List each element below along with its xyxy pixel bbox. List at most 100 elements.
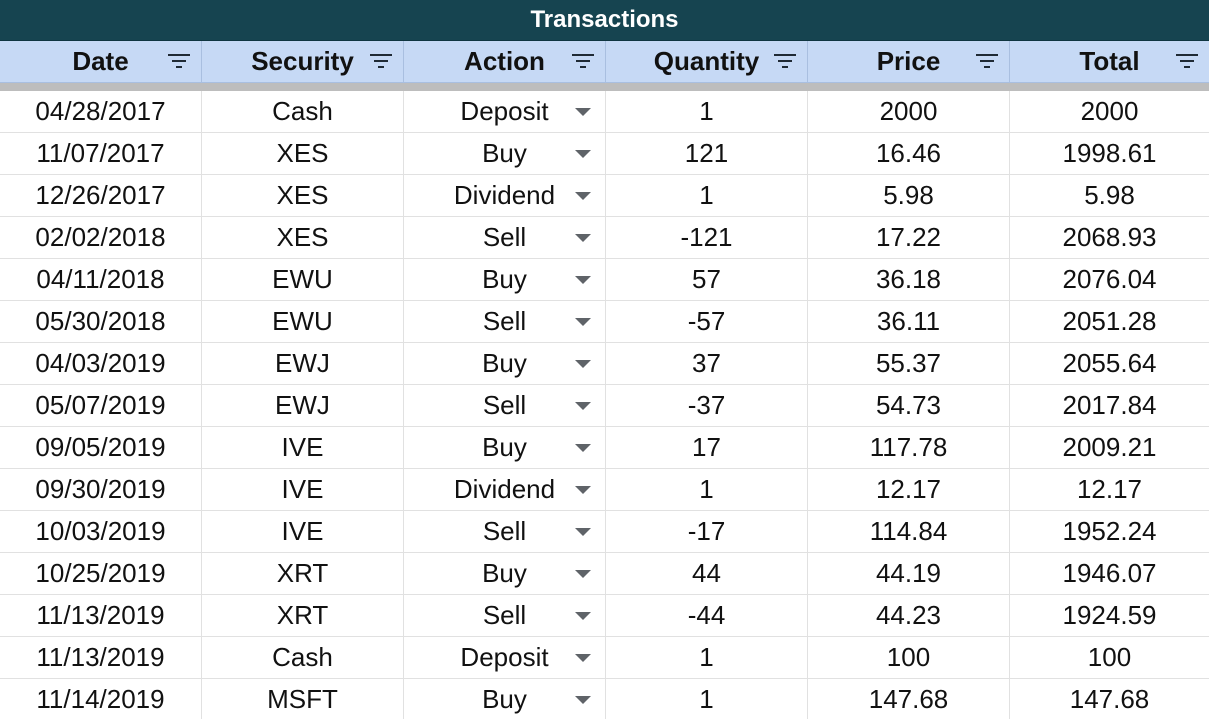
cell-action[interactable]: Deposit	[404, 91, 606, 132]
cell-price[interactable]: 147.68	[808, 679, 1010, 719]
cell-total[interactable]: 1998.61	[1010, 133, 1209, 174]
cell-security[interactable]: EWJ	[202, 343, 404, 384]
cell-action[interactable]: Buy	[404, 553, 606, 594]
cell-total[interactable]: 12.17	[1010, 469, 1209, 510]
cell-quantity[interactable]: 1	[606, 637, 808, 678]
cell-total[interactable]: 5.98	[1010, 175, 1209, 216]
filter-icon[interactable]	[1175, 54, 1199, 70]
cell-total[interactable]: 1924.59	[1010, 595, 1209, 636]
cell-action[interactable]: Sell	[404, 595, 606, 636]
cell-security[interactable]: XES	[202, 175, 404, 216]
cell-action[interactable]: Sell	[404, 385, 606, 426]
cell-security[interactable]: XRT	[202, 553, 404, 594]
cell-quantity[interactable]: 1	[606, 175, 808, 216]
cell-total[interactable]: 147.68	[1010, 679, 1209, 719]
cell-date[interactable]: 04/11/2018	[0, 259, 202, 300]
cell-price[interactable]: 54.73	[808, 385, 1010, 426]
dropdown-arrow-icon[interactable]	[575, 360, 591, 368]
cell-total[interactable]: 2076.04	[1010, 259, 1209, 300]
cell-security[interactable]: XES	[202, 217, 404, 258]
dropdown-arrow-icon[interactable]	[575, 402, 591, 410]
dropdown-arrow-icon[interactable]	[575, 150, 591, 158]
cell-price[interactable]: 36.18	[808, 259, 1010, 300]
cell-date[interactable]: 05/07/2019	[0, 385, 202, 426]
cell-action[interactable]: Buy	[404, 259, 606, 300]
filter-icon[interactable]	[571, 54, 595, 70]
cell-price[interactable]: 2000	[808, 91, 1010, 132]
cell-date[interactable]: 12/26/2017	[0, 175, 202, 216]
cell-date[interactable]: 11/13/2019	[0, 637, 202, 678]
column-header-date[interactable]: Date	[0, 41, 202, 82]
cell-date[interactable]: 10/25/2019	[0, 553, 202, 594]
cell-security[interactable]: IVE	[202, 427, 404, 468]
cell-action[interactable]: Sell	[404, 511, 606, 552]
cell-action[interactable]: Buy	[404, 133, 606, 174]
frozen-row-divider[interactable]	[0, 83, 1209, 91]
cell-total[interactable]: 100	[1010, 637, 1209, 678]
cell-quantity[interactable]: 121	[606, 133, 808, 174]
cell-quantity[interactable]: -44	[606, 595, 808, 636]
cell-total[interactable]: 2055.64	[1010, 343, 1209, 384]
cell-quantity[interactable]: -57	[606, 301, 808, 342]
cell-price[interactable]: 44.19	[808, 553, 1010, 594]
column-header-total[interactable]: Total	[1010, 41, 1209, 82]
cell-quantity[interactable]: -37	[606, 385, 808, 426]
cell-action[interactable]: Deposit	[404, 637, 606, 678]
cell-security[interactable]: Cash	[202, 637, 404, 678]
cell-price[interactable]: 114.84	[808, 511, 1010, 552]
dropdown-arrow-icon[interactable]	[575, 192, 591, 200]
cell-security[interactable]: Cash	[202, 91, 404, 132]
cell-action[interactable]: Dividend	[404, 175, 606, 216]
cell-price[interactable]: 100	[808, 637, 1010, 678]
dropdown-arrow-icon[interactable]	[575, 696, 591, 704]
cell-date[interactable]: 05/30/2018	[0, 301, 202, 342]
cell-total[interactable]: 2009.21	[1010, 427, 1209, 468]
dropdown-arrow-icon[interactable]	[575, 612, 591, 620]
cell-quantity[interactable]: 1	[606, 469, 808, 510]
cell-security[interactable]: EWJ	[202, 385, 404, 426]
column-header-quantity[interactable]: Quantity	[606, 41, 808, 82]
cell-security[interactable]: IVE	[202, 511, 404, 552]
cell-date[interactable]: 04/03/2019	[0, 343, 202, 384]
cell-date[interactable]: 10/03/2019	[0, 511, 202, 552]
cell-quantity[interactable]: -121	[606, 217, 808, 258]
cell-quantity[interactable]: 1	[606, 91, 808, 132]
cell-security[interactable]: MSFT	[202, 679, 404, 719]
cell-total[interactable]: 1946.07	[1010, 553, 1209, 594]
cell-action[interactable]: Sell	[404, 301, 606, 342]
column-header-security[interactable]: Security	[202, 41, 404, 82]
cell-security[interactable]: XRT	[202, 595, 404, 636]
cell-quantity[interactable]: 17	[606, 427, 808, 468]
cell-quantity[interactable]: 1	[606, 679, 808, 719]
cell-security[interactable]: IVE	[202, 469, 404, 510]
dropdown-arrow-icon[interactable]	[575, 276, 591, 284]
cell-total[interactable]: 2068.93	[1010, 217, 1209, 258]
filter-icon[interactable]	[773, 54, 797, 70]
sheet-title[interactable]: Transactions	[0, 0, 1209, 41]
cell-price[interactable]: 17.22	[808, 217, 1010, 258]
cell-price[interactable]: 117.78	[808, 427, 1010, 468]
cell-total[interactable]: 1952.24	[1010, 511, 1209, 552]
cell-date[interactable]: 09/05/2019	[0, 427, 202, 468]
dropdown-arrow-icon[interactable]	[575, 528, 591, 536]
dropdown-arrow-icon[interactable]	[575, 318, 591, 326]
dropdown-arrow-icon[interactable]	[575, 444, 591, 452]
cell-quantity[interactable]: 57	[606, 259, 808, 300]
dropdown-arrow-icon[interactable]	[575, 108, 591, 116]
cell-price[interactable]: 5.98	[808, 175, 1010, 216]
filter-icon[interactable]	[167, 54, 191, 70]
dropdown-arrow-icon[interactable]	[575, 570, 591, 578]
cell-security[interactable]: EWU	[202, 301, 404, 342]
cell-action[interactable]: Dividend	[404, 469, 606, 510]
cell-security[interactable]: EWU	[202, 259, 404, 300]
cell-date[interactable]: 11/13/2019	[0, 595, 202, 636]
dropdown-arrow-icon[interactable]	[575, 234, 591, 242]
cell-price[interactable]: 55.37	[808, 343, 1010, 384]
cell-action[interactable]: Sell	[404, 217, 606, 258]
cell-total[interactable]: 2017.84	[1010, 385, 1209, 426]
cell-price[interactable]: 12.17	[808, 469, 1010, 510]
cell-date[interactable]: 02/02/2018	[0, 217, 202, 258]
cell-total[interactable]: 2051.28	[1010, 301, 1209, 342]
filter-icon[interactable]	[369, 54, 393, 70]
cell-total[interactable]: 2000	[1010, 91, 1209, 132]
